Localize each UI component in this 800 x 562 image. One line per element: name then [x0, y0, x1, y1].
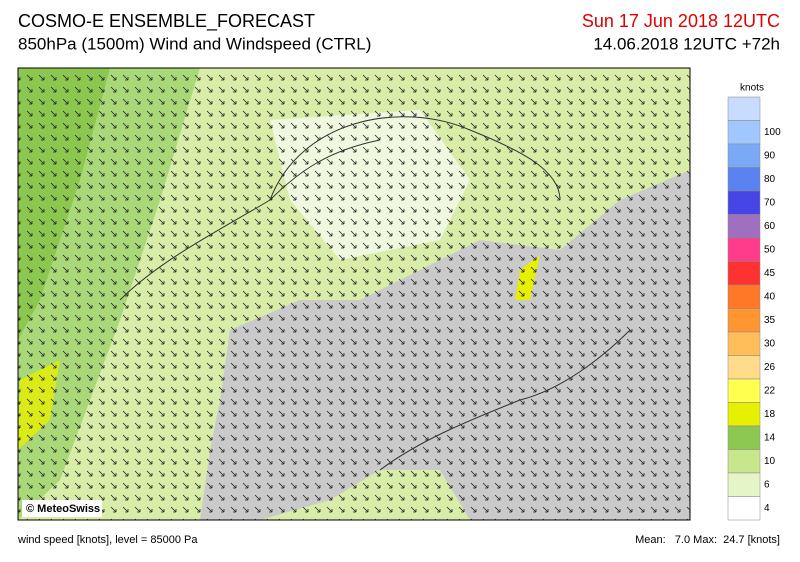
colorbar-swatch	[727, 237, 761, 262]
colorbar-label: 40	[764, 291, 776, 302]
colorbar-label: 45	[764, 268, 776, 279]
colorbar-label: 22	[764, 385, 776, 396]
copyright: © MeteoSwiss	[26, 503, 100, 515]
colorbar-swatch	[727, 214, 761, 239]
colorbar-swatch	[727, 496, 761, 521]
copyright-box	[22, 500, 102, 517]
colorbar-label: 26	[764, 362, 776, 373]
colorbar-swatch	[727, 425, 761, 450]
colorbar-label: 100	[764, 127, 781, 138]
run-time: 14.06.2018 12UTC +72h	[593, 34, 780, 53]
colorbar-swatch	[727, 378, 761, 403]
colorbar-swatch	[727, 261, 761, 286]
colorbar-swatch	[727, 167, 761, 192]
colorbar-label: 10	[764, 456, 776, 467]
map-frame	[17, 67, 691, 521]
colorbar-label: 4	[764, 503, 770, 514]
subtitle: 850hPa (1500m) Wind and Windspeed (CTRL)	[18, 34, 371, 53]
colorbar-swatch	[727, 402, 761, 427]
colorbar-unit: knots	[740, 83, 764, 94]
valid-time: Sun 17 Jun 2018 12UTC	[582, 11, 780, 31]
border-lines	[119, 116, 631, 471]
colorbar-label: 35	[764, 315, 776, 326]
colorbar-swatch	[727, 190, 761, 215]
colorbar-label: 30	[764, 338, 776, 349]
colorbar-label: 18	[764, 409, 776, 420]
colorbar-swatch	[727, 96, 761, 121]
colorbar-label: 50	[764, 244, 776, 255]
colorbar-label: 14	[764, 432, 776, 443]
colorbar: 100 90 80 70 60 50 45 40 35 30 26 22 18 14 10 6 4	[727, 96, 781, 521]
colorbar-label: 70	[764, 197, 776, 208]
colorbar-label: 6	[764, 479, 770, 490]
colorbar-swatch	[727, 308, 761, 333]
colorbar-label: 80	[764, 174, 776, 185]
colorbar-label: 90	[764, 150, 776, 161]
stats: Mean: 7.0 Max: 24.7 [knots]	[635, 534, 780, 546]
wind-arrows	[18, 68, 690, 520]
colorbar-swatch	[727, 120, 761, 145]
colorbar-label: 60	[764, 221, 776, 232]
colorbar-swatch	[727, 449, 761, 474]
colorbar-swatch	[727, 355, 761, 380]
title: COSMO-E ENSEMBLE_FORECAST	[18, 11, 315, 32]
map: © MeteoSwiss	[18, 68, 690, 520]
colorbar-swatch	[727, 472, 761, 497]
colorbar-swatch	[727, 284, 761, 309]
colorbar-swatch	[727, 143, 761, 168]
level-info: wind speed [knots], level = 85000 Pa	[17, 534, 198, 546]
colorbar-swatch	[727, 331, 761, 356]
